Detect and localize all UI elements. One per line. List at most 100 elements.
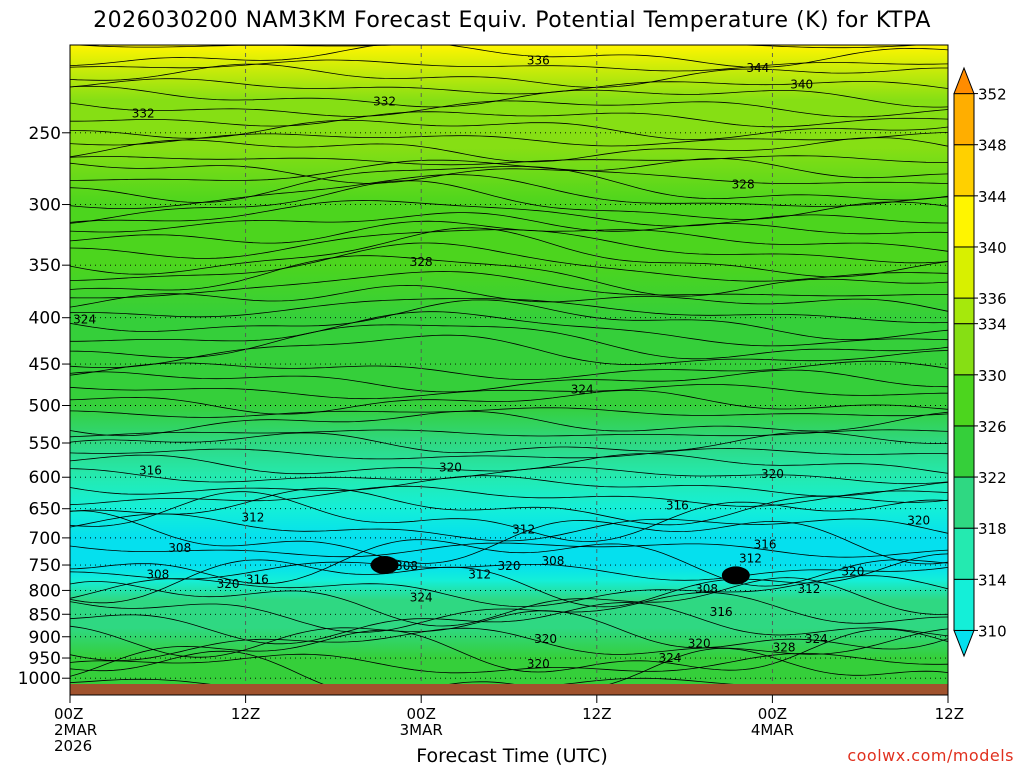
- contour-line: [70, 165, 948, 203]
- contour-line: [70, 45, 929, 49]
- colorbar-segment: [953, 476, 975, 529]
- contour-line: [70, 119, 948, 140]
- contour-label: 320: [688, 636, 711, 650]
- contour-label: 320: [439, 460, 462, 474]
- y-tick-label: 950: [29, 649, 61, 669]
- colorbar-segment: [953, 297, 975, 325]
- contour-line: [70, 369, 948, 393]
- contour-line: [70, 447, 948, 460]
- y-tick-label: 250: [29, 124, 61, 144]
- contour-label: 308: [168, 541, 191, 555]
- contour-label: 320: [527, 657, 550, 671]
- contour-label: 312: [512, 522, 535, 536]
- contour-line: [70, 647, 948, 686]
- contour-line: [70, 132, 948, 147]
- contour-line: [70, 100, 948, 118]
- contour-label: 308: [695, 582, 718, 596]
- contour-line: [70, 390, 948, 415]
- ground-strip: [70, 684, 948, 695]
- y-tick-label: 700: [29, 529, 61, 549]
- x-tick-label: 4MAR: [751, 721, 794, 739]
- y-tick-label: 500: [29, 397, 61, 417]
- colorbar-segment: [953, 66, 975, 95]
- colorbar-segment: [953, 144, 975, 197]
- x-tick-label: 12Z: [231, 705, 260, 723]
- contour-label: 320: [907, 514, 930, 528]
- colorbar-segment: [953, 246, 975, 299]
- colorbar-label: 310: [978, 622, 1007, 640]
- contour-line: [70, 510, 948, 565]
- contour-label: 328: [732, 177, 755, 191]
- contour-label: 316: [754, 538, 777, 552]
- plot-frame: [69, 44, 949, 696]
- contour-label: 308: [146, 567, 169, 581]
- contour-label: 312: [798, 582, 821, 596]
- contour-line: [70, 174, 948, 209]
- colorbar-label: 322: [978, 469, 1007, 487]
- contour-line: [70, 334, 948, 368]
- y-tick-label: 300: [29, 196, 61, 216]
- y-tick-label: 550: [29, 434, 61, 454]
- contour-label: 312: [739, 552, 762, 566]
- contour-label: 320: [534, 632, 557, 646]
- colorbar-label: 314: [978, 571, 1007, 589]
- contour-line: [70, 407, 948, 418]
- colorbar-segment: [953, 527, 975, 580]
- colorbar-segment: [953, 93, 975, 146]
- contour-line: [70, 220, 948, 252]
- contour-label: 308: [541, 554, 564, 568]
- dense-contour-blob: [721, 566, 750, 585]
- colorbar-label: 352: [978, 86, 1007, 104]
- contour-line: [70, 513, 948, 542]
- colorbar-segment: [953, 629, 975, 658]
- contour-line: [70, 602, 948, 645]
- contour-line: [70, 111, 948, 128]
- contour-label: 308: [395, 559, 418, 573]
- contour-label: 320: [761, 467, 784, 481]
- colorbar-label: 348: [978, 137, 1007, 155]
- x-tick-label: 00Z: [407, 705, 436, 723]
- colorbar-segment: [953, 374, 975, 427]
- contour-label: 340: [790, 77, 813, 91]
- colorbar-label: 336: [978, 290, 1007, 308]
- y-tick-label: 600: [29, 468, 61, 488]
- contour-label: 324: [571, 382, 594, 396]
- contour-line: [70, 242, 948, 282]
- contour-line: [70, 652, 948, 674]
- contour-line: [70, 410, 948, 437]
- contour-line: [70, 429, 948, 438]
- y-tick-label: 900: [29, 628, 61, 648]
- colorbar-label: 330: [978, 367, 1007, 385]
- chart-title: 2026030200 NAM3KM Forecast Equiv. Potent…: [93, 8, 931, 33]
- contour-label: 312: [468, 567, 491, 581]
- contour-line: [70, 577, 948, 627]
- contour-label: 316: [246, 572, 269, 586]
- contour-line: [70, 271, 948, 299]
- contour-line: [70, 453, 948, 475]
- contour-label: 336: [527, 53, 550, 67]
- contour-label: 312: [241, 511, 264, 525]
- contour-line: [70, 431, 948, 453]
- contour-line: [70, 384, 948, 400]
- contour-line: [70, 360, 948, 380]
- contour-lines: [70, 45, 948, 686]
- contour-label: 324: [73, 313, 96, 327]
- x-tick-label: 12Z: [935, 705, 964, 723]
- contour-line: [70, 487, 948, 526]
- contour-line: [70, 85, 948, 108]
- y-tick-label: 450: [29, 355, 61, 375]
- contour-label: 316: [710, 605, 733, 619]
- contour-label: 332: [132, 106, 155, 120]
- contour-line: [70, 610, 948, 658]
- contour-line: [70, 78, 948, 95]
- contour-line: [70, 200, 948, 227]
- contour-line: [70, 311, 948, 347]
- colorbar-segment: [953, 425, 975, 478]
- contour-line: [70, 466, 948, 485]
- contour-label: 344: [746, 61, 769, 75]
- colorbar: 310 314 318 322 326 330 334 336 340 344 348 352: [953, 66, 1007, 658]
- contour-line: [70, 561, 948, 581]
- x-tick-label: 2MAR: [54, 721, 97, 739]
